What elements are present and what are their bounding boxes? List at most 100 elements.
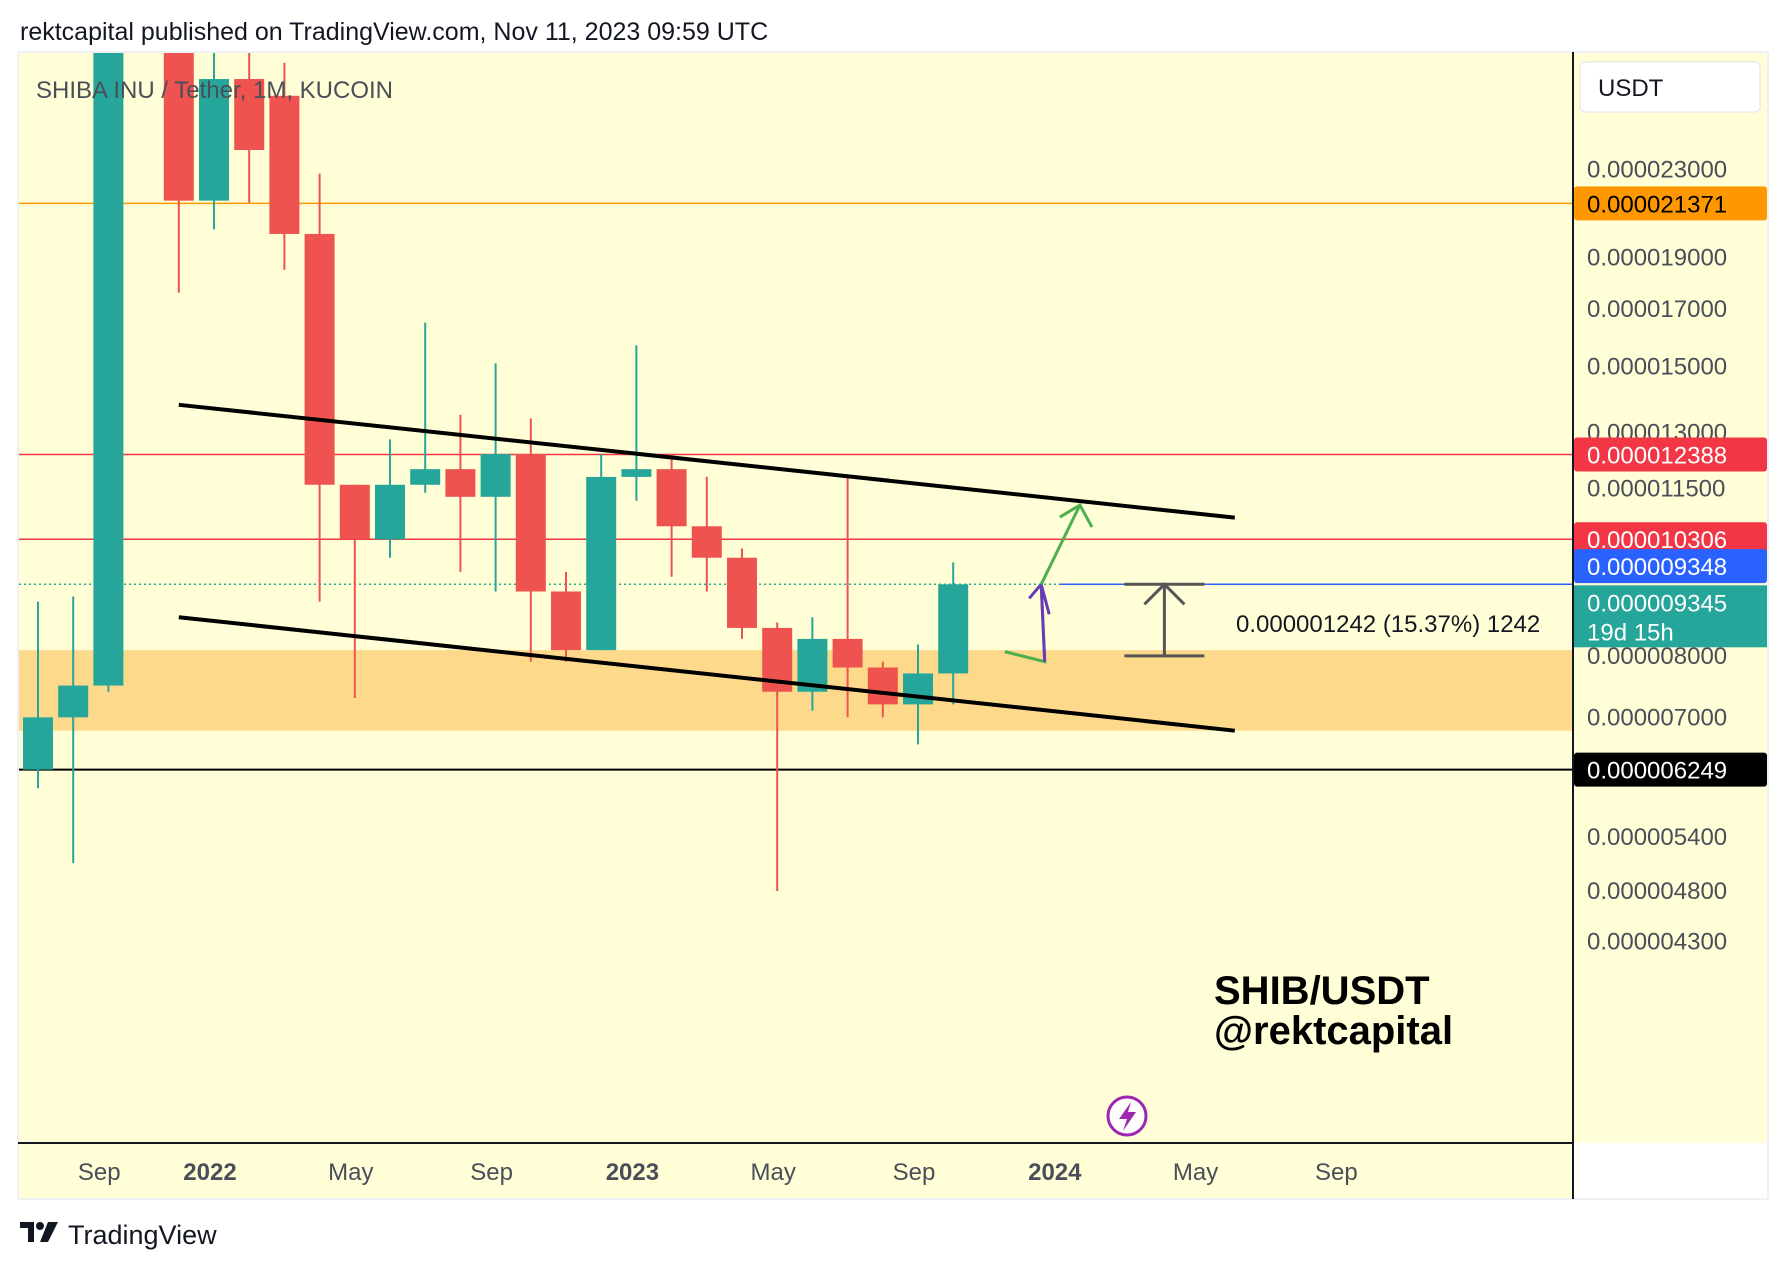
price-label-text: 0.000012388 [1587,443,1727,470]
candle-body [93,53,124,686]
candle[interactable] [727,548,757,639]
y-tick-label: 0.000015000 [1587,353,1727,380]
candle-body [691,526,722,558]
candle-body [375,484,405,540]
y-tick-label: 0.000005400 [1587,824,1727,851]
candle-body [23,717,53,770]
y-tick-label: 0.000004800 [1587,878,1727,905]
candle[interactable] [621,345,652,501]
plot-area [19,53,1573,1143]
candle[interactable] [23,601,53,789]
candle[interactable] [234,47,265,203]
candle[interactable] [375,439,405,558]
candle-body [199,79,229,201]
channel-lower-line [178,615,1236,733]
y-tick-label: 0.000008000 [1587,643,1727,670]
y-tick-label: 0.000023000 [1587,157,1727,184]
candle-body [867,667,898,705]
price-label-bg [1574,549,1767,584]
x-tick-label: 2024 [1028,1159,1082,1186]
price-label-red: 0.000012388 [1574,437,1767,472]
publish-info: rektcapital published on TradingView.com… [20,18,769,46]
time-scale-area [19,1144,1573,1198]
candle-body [480,454,511,497]
candle-body [727,557,757,628]
tradingview-logo-icon [20,1218,60,1252]
x-tick-label: Sep [893,1159,936,1186]
price-label-bg [1574,437,1767,472]
price-label-black: 0.000006249 [1574,752,1767,787]
candle[interactable] [551,571,581,662]
candle[interactable] [269,62,300,270]
measure-label: 0.000001242 (15.37%) 1242 [1236,611,1540,638]
candle[interactable] [163,0,194,293]
candle-body [551,591,581,651]
y-tick-label: 0.000017000 [1587,296,1727,323]
footer-brand: TradingView [20,1218,217,1252]
candle[interactable] [938,562,969,705]
price-label-blue: 0.000009348 [1574,549,1767,584]
channel-upper-line [178,402,1236,520]
price-label-bg [1574,186,1767,221]
candle-body [656,469,687,527]
x-tick-label: 2022 [183,1159,236,1186]
x-tick-label: 2023 [606,1159,659,1186]
x-tick-label: Sep [470,1159,513,1186]
candle[interactable] [656,454,687,577]
candle[interactable] [410,322,441,493]
candle-body [621,469,652,477]
candle-body [163,53,194,201]
candle[interactable] [515,418,546,662]
candle-body [410,469,441,485]
projection-purple-arrow [1039,584,1047,662]
candle[interactable] [586,454,617,651]
candle-body [269,95,300,234]
currency-button[interactable]: USDT [1579,61,1761,113]
y-tick-label: 0.000011500 [1587,476,1725,503]
candle[interactable] [339,484,370,699]
watermark-pair: SHIB/USDT [1214,969,1430,1013]
candle-body [445,469,476,497]
candle[interactable] [832,476,863,718]
x-tick-label: Sep [78,1159,121,1186]
price-label-text: 0.000006249 [1587,758,1727,785]
price-label-text: 0.000009348 [1587,554,1727,581]
candle[interactable] [691,476,722,592]
y-tick-label: 0.000019000 [1587,245,1727,272]
candle[interactable] [304,173,335,602]
candle[interactable] [867,661,898,718]
candle[interactable] [93,0,124,692]
price-label-bg [1574,585,1767,648]
price-label-orange: 0.000021371 [1574,186,1767,221]
candle-body [586,476,617,651]
candle-body [832,638,863,668]
watermark-author: @rektcapital [1214,1009,1453,1053]
x-tick-label: May [1173,1159,1218,1186]
candle-body [938,584,969,674]
x-tick-label: Sep [1315,1159,1358,1186]
x-tick-label: May [328,1159,373,1186]
symbol-title: SHIBA INU / Tether, 1M, KUCOIN [36,77,393,104]
lightning-icon[interactable] [1106,1095,1148,1137]
support-zone [19,650,1573,731]
candle[interactable] [199,3,229,230]
candles-group [23,0,969,892]
price-label-text: 0.000021371 [1587,191,1727,218]
price-label-text: 0.000009345 [1587,590,1727,617]
measure-arrowhead [1143,582,1186,606]
footer-brand-name: TradingView [68,1219,217,1250]
green-arrowhead [1059,502,1094,528]
candle[interactable] [445,414,476,572]
y-tick-label: 0.000007000 [1587,704,1727,731]
candle[interactable] [480,363,511,592]
price-label-bg [1574,752,1767,787]
projection-green-arrow [1039,504,1082,585]
candle[interactable] [58,596,89,864]
candle-body [58,685,89,718]
x-tick-label: May [751,1159,796,1186]
candle-body [304,233,335,485]
candle-body [234,79,265,150]
bar-countdown: 19d 15h [1587,619,1674,646]
